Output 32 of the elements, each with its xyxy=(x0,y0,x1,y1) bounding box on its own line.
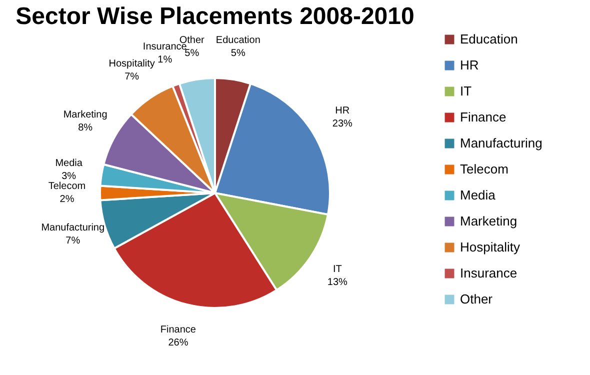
slice-label: Education xyxy=(216,34,260,46)
data-label: 1% xyxy=(158,54,172,66)
legend-label: Other xyxy=(460,292,494,306)
data-label: 7% xyxy=(124,72,140,83)
data-label: 8% xyxy=(78,122,93,134)
data-label: 3% xyxy=(62,170,76,182)
slice-label: Telecom xyxy=(48,181,86,192)
legend-label: Manufacturing xyxy=(460,136,542,150)
chart-title: Sector Wise Placements 2008-2010 xyxy=(16,3,414,30)
slice-label: HR xyxy=(335,106,350,117)
legend-label: Marketing xyxy=(460,214,518,228)
data-label: 13% xyxy=(327,277,348,288)
slice-label: Manufacturing xyxy=(41,222,105,234)
slice-label: Media xyxy=(55,158,83,169)
legend-label: Media xyxy=(460,188,496,202)
data-label: 2% xyxy=(60,194,74,205)
legend-label: Finance xyxy=(460,110,506,124)
data-label: 23% xyxy=(332,118,353,130)
data-label: 7% xyxy=(66,235,80,246)
data-label: 5% xyxy=(184,48,200,59)
slice-label: IT xyxy=(332,264,342,276)
legend-label: Education xyxy=(460,32,518,46)
slice-label: Marketing xyxy=(63,110,108,121)
data-label: 26% xyxy=(168,337,188,348)
legend-label: Insurance xyxy=(460,266,518,280)
legend-label: Hospitality xyxy=(460,240,520,254)
slice-label: Finance xyxy=(160,324,196,336)
legend-label: Telecom xyxy=(460,162,508,176)
data-label: 5% xyxy=(230,48,246,59)
slice-label: Hospitality xyxy=(108,58,155,70)
legend-label: HR xyxy=(460,58,479,72)
legend-label: IT xyxy=(460,84,472,98)
